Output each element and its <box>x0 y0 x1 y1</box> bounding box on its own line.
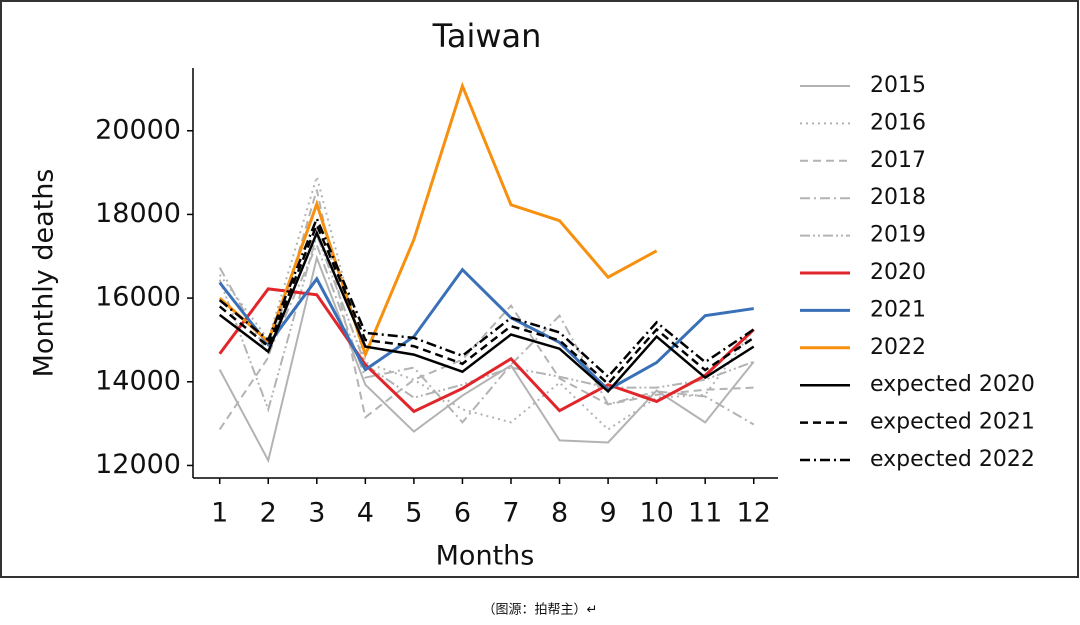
legend-label: 2018 <box>870 185 926 210</box>
series-line <box>218 189 754 431</box>
legend-label: 2020 <box>870 260 926 285</box>
chart-title: Taiwan <box>432 17 542 55</box>
x-tick-label: 7 <box>502 498 519 529</box>
x-tick-label: 10 <box>639 498 673 529</box>
x-tick-label: 3 <box>308 498 325 529</box>
series-line <box>218 221 755 386</box>
legend-label: 2017 <box>870 148 926 173</box>
series-line <box>218 231 755 413</box>
legend-label: expected 2022 <box>870 447 1035 472</box>
series-line <box>218 215 755 379</box>
legend-label: 2022 <box>870 335 926 360</box>
caption: （图源：拍帮主）↵ <box>483 603 598 618</box>
legend-label: 2021 <box>870 297 926 322</box>
legend-label: expected 2021 <box>870 410 1035 435</box>
series-line <box>218 287 755 414</box>
x-tick-label: 4 <box>357 498 374 529</box>
x-tick-label: 5 <box>405 498 422 529</box>
legend-label: 2019 <box>870 223 926 248</box>
series-line <box>218 229 755 394</box>
x-axis-label: Months <box>436 541 535 572</box>
y-axis-label: Monthly deaths <box>29 169 60 378</box>
y-tick-label: 16000 <box>95 282 181 313</box>
x-tick-label: 12 <box>737 498 771 529</box>
y-tick-label: 12000 <box>95 449 181 480</box>
series-line <box>218 81 658 359</box>
legend-label: expected 2020 <box>870 372 1035 397</box>
x-tick-label: 6 <box>454 498 471 529</box>
x-tick-label: 9 <box>599 498 616 529</box>
series-line <box>218 173 755 431</box>
legend-label: 2016 <box>870 110 926 135</box>
y-tick-label: 14000 <box>95 365 181 396</box>
legend-label: 2015 <box>870 73 926 98</box>
y-tick-label: 18000 <box>95 198 181 229</box>
x-tick-label: 11 <box>688 498 722 529</box>
series-line <box>218 267 754 392</box>
x-tick-label: 8 <box>551 498 568 529</box>
series-line <box>218 242 755 426</box>
x-tick-label: 2 <box>260 498 277 529</box>
y-tick-label: 20000 <box>95 114 181 145</box>
x-tick-label: 1 <box>211 498 228 529</box>
frame <box>0 0 1079 578</box>
